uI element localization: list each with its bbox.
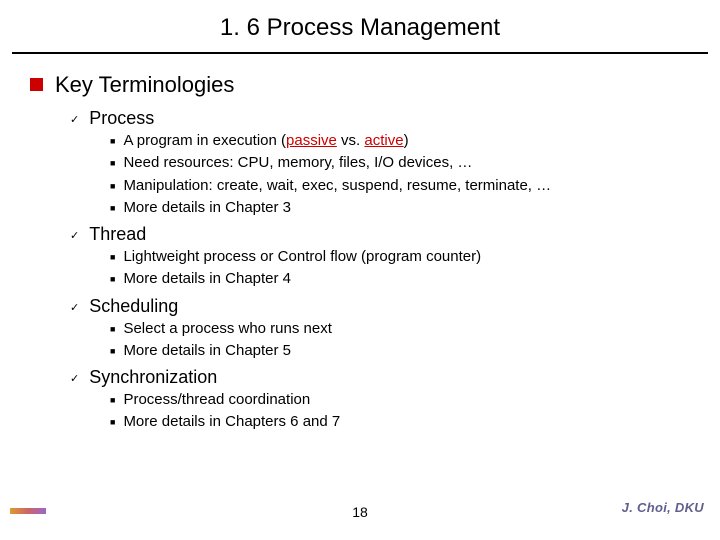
square-bullet-icon: ■ [110,136,115,146]
subsection-label: Scheduling [89,296,178,317]
section-heading: Key Terminologies [0,72,720,98]
square-bullet-icon: ■ [110,324,115,334]
subsection: ✓ Scheduling [0,296,720,317]
items-container: ✓ Process ■ A program in execution (passive… [0,108,720,433]
bullet-point-text: Lightweight process or Control flow (pro… [123,247,481,267]
square-bullet-icon: ■ [110,417,115,427]
bullet-point: ■ Need resources: CPU, memory, files, I/O… [0,153,720,173]
bullet-point: ■ More details in Chapter 4 [0,269,720,289]
bullet-point: ■ Process/thread coordination [0,390,720,410]
square-bullet-icon: ■ [110,395,115,405]
bullet-point-text: More details in Chapter 4 [123,269,291,289]
check-icon: ✓ [70,301,79,314]
footer-author: J. Choi, DKU [622,500,704,515]
bullet-point: ■ Lightweight process or Control flow (pr… [0,247,720,267]
check-icon: ✓ [70,229,79,242]
square-bullet-icon: ■ [110,158,115,168]
footer-accent-line [10,508,46,514]
subsection-label: Synchronization [89,367,217,388]
check-icon: ✓ [70,113,79,126]
subsection: ✓ Process [0,108,720,129]
square-bullet-icon: ■ [110,346,115,356]
bullet-point-text: Need resources: CPU, memory, files, I/O … [123,153,472,173]
subsection: ✓ Synchronization [0,367,720,388]
bullet-point: ■ Manipulation: create, wait, exec, suspe… [0,176,720,196]
square-bullet-icon: ■ [110,252,115,262]
page-number: 18 [352,504,368,520]
subsection-label: Thread [89,224,146,245]
slide-title: 1. 6 Process Management [0,0,720,52]
bullet-point-text: A program in execution (passive vs. acti… [123,131,408,151]
square-bullet-icon: ■ [110,181,115,191]
content-area: Key Terminologies ✓ Process ■ A program in … [0,54,720,433]
square-bullet-icon: ■ [110,274,115,284]
section-heading-text: Key Terminologies [55,72,234,98]
check-icon: ✓ [70,372,79,385]
bullet-point-text: Process/thread coordination [123,390,310,410]
bullet-point: ■ More details in Chapters 6 and 7 [0,412,720,432]
subsection: ✓ Thread [0,224,720,245]
bullet-point-text: Select a process who runs next [123,319,331,339]
bullet-point: ■ More details in Chapter 5 [0,341,720,361]
bullet-point: ■ A program in execution (passive vs. act… [0,131,720,151]
subsection-label: Process [89,108,154,129]
bullet-point: ■ More details in Chapter 3 [0,198,720,218]
bullet-point-text: Manipulation: create, wait, exec, suspen… [123,176,551,196]
footer: 18 J. Choi, DKU [0,500,720,530]
square-bullet-icon: ■ [110,203,115,213]
bullet-point: ■ Select a process who runs next [0,319,720,339]
red-square-bullet [30,78,43,91]
bullet-point-text: More details in Chapter 3 [123,198,291,218]
bullet-point-text: More details in Chapters 6 and 7 [123,412,340,432]
bullet-point-text: More details in Chapter 5 [123,341,291,361]
